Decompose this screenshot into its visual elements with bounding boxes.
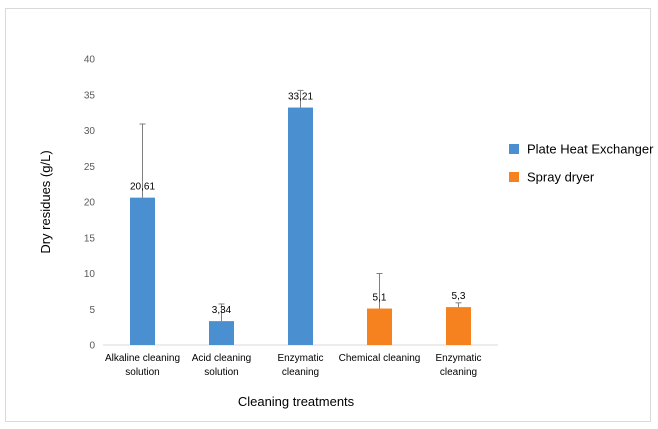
x-category-label: Acid cleaning solution	[192, 353, 251, 378]
x-category-label-line: solution	[204, 367, 238, 378]
data-label: 5,1	[373, 293, 387, 304]
x-category-label-line: Enzymatic	[277, 353, 323, 364]
x-category-label-line: Acid cleaning	[192, 353, 251, 364]
x-axis-title: Cleaning treatments	[238, 394, 355, 409]
x-category-label-line: Enzymatic	[435, 353, 481, 364]
x-category-label-line: cleaning	[440, 367, 477, 378]
legend-label: Plate Heat Exchanger	[527, 142, 654, 157]
y-tick-label: 40	[84, 55, 96, 66]
legend-label: Spray dryer	[527, 170, 595, 185]
bar	[446, 307, 471, 345]
y-tick-label: 0	[89, 341, 95, 352]
x-category-label: Enzymatic cleaning	[277, 353, 323, 378]
bar	[209, 321, 234, 345]
bar	[367, 308, 392, 345]
y-tick-label: 30	[84, 126, 96, 137]
chart-frame	[5, 8, 651, 422]
y-axis-title: Dry residues (g/L)	[38, 150, 53, 253]
x-category-label-line: cleaning	[282, 367, 319, 378]
data-label: 20,61	[130, 182, 155, 193]
data-label: 5,3	[452, 291, 466, 302]
data-label: 33,21	[288, 92, 313, 103]
data-label: 3,34	[212, 305, 232, 316]
y-tick-label: 20	[84, 198, 96, 209]
legend-swatch	[509, 172, 519, 182]
legend-swatch	[509, 144, 519, 154]
y-tick-label: 35	[84, 90, 96, 101]
x-category-label: Chemical cleaning	[339, 353, 421, 364]
bar	[288, 107, 313, 346]
x-category-label: Alkaline cleaning solution	[105, 353, 180, 378]
x-category-label-line: Chemical cleaning	[339, 353, 421, 364]
bar	[130, 197, 155, 345]
y-tick-label: 10	[84, 269, 96, 280]
x-category-label-line: Alkaline cleaning	[105, 353, 180, 364]
y-tick-label: 25	[84, 162, 96, 173]
y-tick-label: 5	[89, 305, 95, 316]
y-tick-label: 15	[84, 233, 96, 244]
x-category-label: Enzymatic cleaning	[435, 353, 481, 378]
x-category-label-line: solution	[125, 367, 159, 378]
